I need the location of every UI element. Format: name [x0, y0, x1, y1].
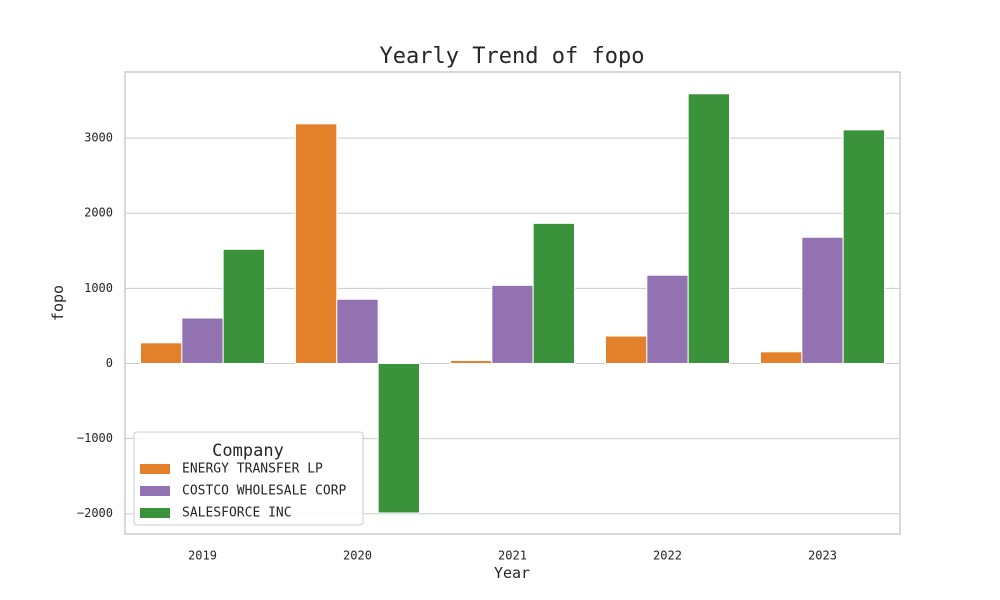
y-tick-label: 0: [106, 356, 113, 370]
plot-frame: [124, 71, 901, 535]
legend-label: ENERGY TRANSFER LP: [182, 462, 323, 477]
x-tick-label: 2019: [188, 549, 217, 563]
bar-2021-0: [450, 359, 493, 364]
y-tick-label: 3000: [84, 131, 113, 145]
bar-2021-2: [532, 222, 576, 364]
legend-items: ENERGY TRANSFER LP COSTCO WHOLESALE CORP S…: [140, 462, 347, 521]
bar-2020-1: [336, 298, 379, 364]
bar-2022-0: [605, 335, 648, 364]
x-tick-label: 2020: [343, 549, 372, 563]
x-tick-label: 2021: [498, 549, 527, 563]
y-axis-label: fopo: [49, 285, 67, 321]
bar-2022-2: [687, 93, 731, 364]
legend: Company ENERGY TRANSFER LP COSTCO WHOLESA…: [133, 431, 364, 526]
x-axis-label: Year: [494, 564, 530, 582]
legend-swatch: [140, 508, 170, 518]
y-tick-label: −2000: [77, 506, 113, 520]
bar-2023-0: [760, 351, 803, 364]
y-tick-label: 2000: [84, 206, 113, 220]
bar-2021-1: [491, 284, 534, 364]
bar-2020-2: [377, 362, 420, 514]
y-tick-labels: −2000 −1000 0 1000 2000 3000: [77, 131, 113, 521]
y-tick-label: 1000: [84, 281, 113, 295]
bar-2019-0: [140, 342, 183, 364]
bar-2023-2: [842, 129, 886, 364]
bar-2023-1: [801, 236, 844, 364]
bar-2022-1: [646, 274, 689, 364]
legend-title: Company: [212, 441, 284, 461]
x-tick-labels: 2019 2020 2021 2022 2023: [188, 549, 837, 563]
bar-2019-1: [181, 317, 224, 364]
x-tick-label: 2023: [808, 549, 837, 563]
bar-2019-2: [222, 248, 266, 364]
legend-box: [133, 431, 364, 526]
legend-label: COSTCO WHOLESALE CORP: [182, 484, 347, 499]
bar-2020-0: [295, 123, 338, 364]
y-tick-label: −1000: [77, 431, 113, 445]
legend-swatch: [140, 464, 170, 474]
x-tick-label: 2022: [653, 549, 682, 563]
legend-label: SALESFORCE INC: [182, 506, 292, 521]
legend-swatch: [140, 486, 170, 496]
chart-title: Yearly Trend of fopo: [380, 44, 645, 69]
bars: [140, 93, 886, 514]
